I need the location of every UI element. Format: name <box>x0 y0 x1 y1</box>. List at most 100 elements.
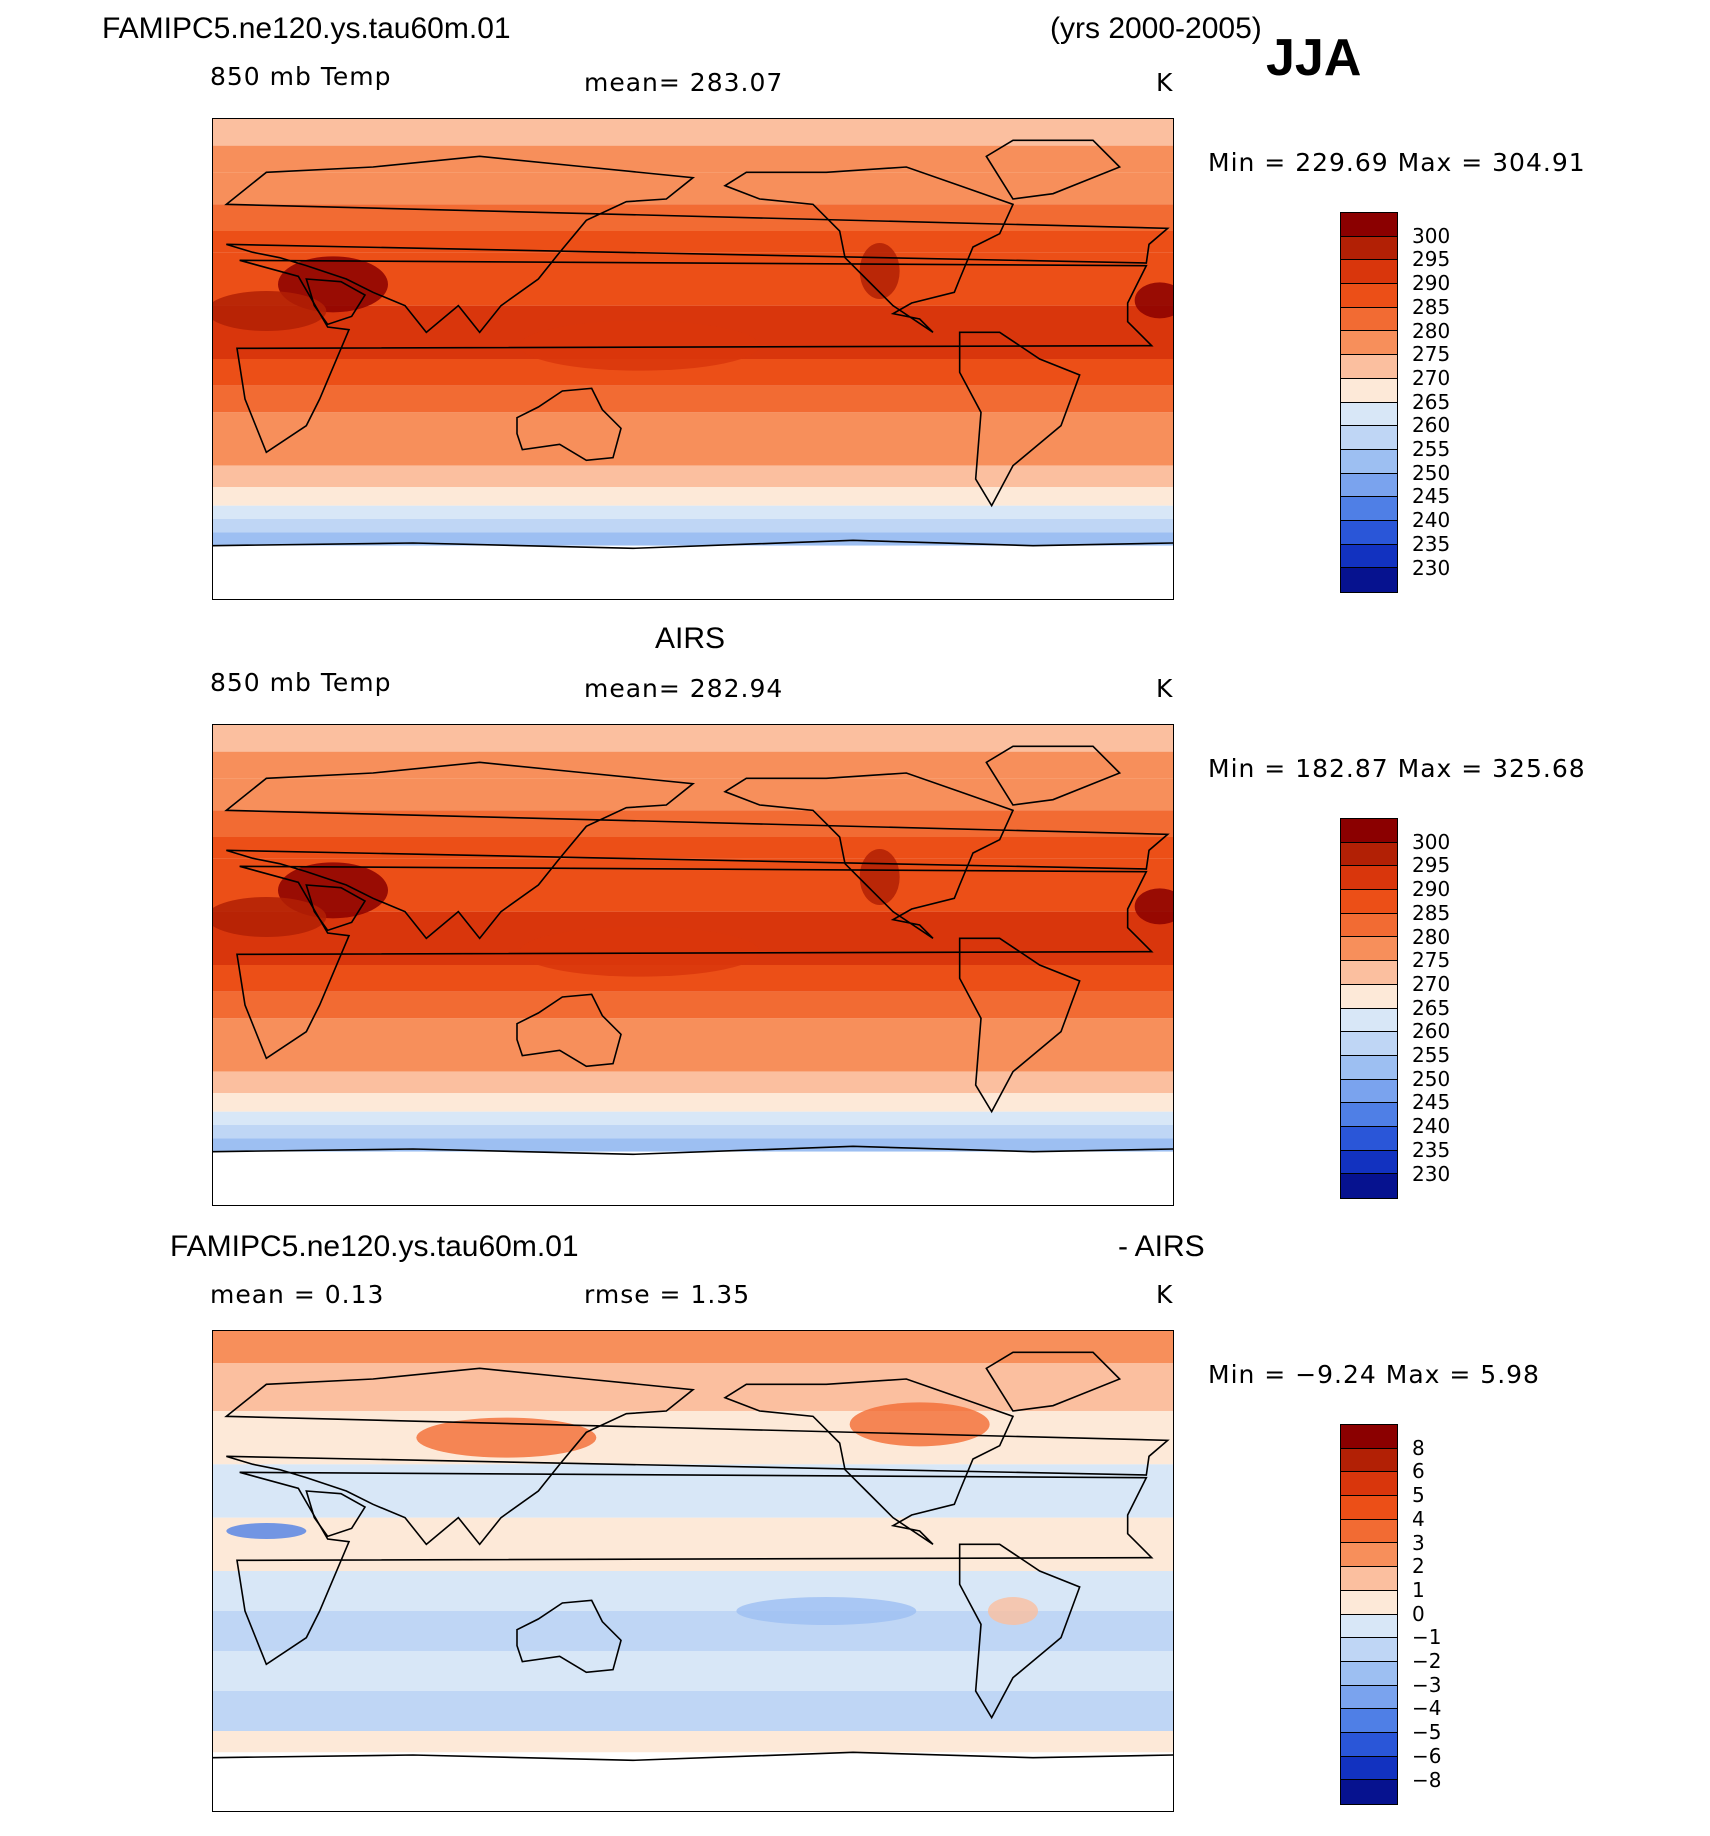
colorbar-swatch <box>1341 1780 1397 1804</box>
colorbar-tick-label: 3 <box>1412 1530 1425 1555</box>
anomaly-blob <box>519 320 760 371</box>
colorbar-swatch <box>1341 568 1397 592</box>
colorbar-tick-label: 245 <box>1412 1090 1451 1115</box>
latitude-band <box>213 487 1173 506</box>
colorbar-tick-label: 275 <box>1412 342 1451 367</box>
panel1-mean: mean= 283.07 <box>584 68 784 97</box>
coastline <box>985 1351 1122 1412</box>
latitude-band <box>213 519 1173 533</box>
latitude-band <box>213 1045 1173 1072</box>
colorbar-tick-label: 300 <box>1412 223 1451 248</box>
colorbar-swatch <box>1341 1472 1397 1497</box>
colorbar-tick-label: 270 <box>1412 971 1451 996</box>
colorbar-swatch <box>1341 866 1397 891</box>
coastline <box>723 772 1015 939</box>
panel1-minmax: Min = 229.69 Max = 304.91 <box>1208 148 1586 177</box>
anomaly-blob <box>1134 282 1173 319</box>
anomaly-blob <box>859 849 900 905</box>
latitude-band <box>213 465 1173 487</box>
coastline <box>958 331 1081 508</box>
coastline <box>224 1367 1170 1546</box>
latitude-band <box>213 1517 1173 1571</box>
latitude-band <box>213 751 1173 779</box>
latitude-band <box>213 119 1173 146</box>
colorbar-swatch <box>1341 1126 1397 1151</box>
colorbar-swatch <box>1341 1496 1397 1520</box>
colorbar-tick-label: 240 <box>1412 508 1451 533</box>
coastline <box>305 278 367 326</box>
coastline <box>236 259 1154 454</box>
coastline <box>305 1490 367 1538</box>
colorbar-swatch <box>1341 449 1397 474</box>
colorbar-tick-label: −1 <box>1412 1625 1442 1650</box>
coastline <box>723 166 1015 333</box>
colorbar-swatch <box>1341 961 1397 985</box>
anomaly-blob <box>736 1597 917 1625</box>
colorbar-tick-label: 295 <box>1412 853 1451 878</box>
colorbar-tick-label: 230 <box>1412 1161 1451 1186</box>
colorbar-tick-label: 265 <box>1412 389 1451 414</box>
airs-temperature-map <box>213 725 1173 1205</box>
latitude-band <box>213 991 1173 1019</box>
anomaly-blob <box>859 243 900 299</box>
coastline <box>985 139 1122 200</box>
colorbar-airs <box>1340 818 1398 1199</box>
colorbar-tick-label: 290 <box>1412 877 1451 902</box>
colorbar-swatch <box>1341 1448 1397 1473</box>
colorbar-tick-label: 5 <box>1412 1483 1425 1508</box>
latitude-band <box>213 385 1173 413</box>
colorbar-tick-label: 285 <box>1412 900 1451 925</box>
latitude-band <box>213 1651 1173 1691</box>
colorbar-swatch <box>1341 520 1397 545</box>
latitude-band <box>213 1331 1173 1363</box>
colorbar-swatch <box>1341 236 1397 261</box>
colorbar-swatch <box>1341 1638 1397 1662</box>
colorbar-swatch <box>1341 984 1397 1009</box>
colorbar-swatch <box>1341 1590 1397 1615</box>
coastline <box>224 761 1170 940</box>
latitude-band <box>213 1071 1173 1093</box>
antarctica-coastline <box>213 1751 1173 1762</box>
panel2-units: K <box>1156 674 1174 703</box>
coastline <box>958 937 1081 1114</box>
coastline <box>723 1378 1015 1545</box>
colorbar-tick-label: 260 <box>1412 1019 1451 1044</box>
colorbar-swatch <box>1341 1425 1397 1449</box>
anomaly-blob <box>226 1523 307 1539</box>
colorbar-swatch <box>1341 1519 1397 1544</box>
latitude-band <box>213 1691 1173 1731</box>
colorbar-swatch <box>1341 284 1397 308</box>
anomaly-blob <box>213 897 327 937</box>
coastline <box>305 884 367 932</box>
colorbar-tick-label: 260 <box>1412 413 1451 438</box>
antarctica-coastline <box>213 539 1173 550</box>
panel1-units: K <box>1156 68 1174 97</box>
colorbar-swatch <box>1341 1150 1397 1175</box>
colorbar-swatch <box>1341 1055 1397 1080</box>
colorbar-swatch <box>1341 1685 1397 1710</box>
map-panel-model <box>212 118 1174 600</box>
coastline <box>516 1599 622 1674</box>
colorbar-tick-label: 230 <box>1412 555 1451 580</box>
panel2-variable: 850 mb Temp <box>210 668 392 697</box>
colorbar-swatch <box>1341 1008 1397 1033</box>
colorbar-tick-label: 235 <box>1412 531 1451 556</box>
colorbar-tick-label: 300 <box>1412 829 1451 854</box>
coastline <box>224 155 1170 334</box>
colorbar-swatch <box>1341 1079 1397 1104</box>
colorbar-swatch <box>1341 890 1397 914</box>
colorbar-swatch <box>1341 544 1397 569</box>
latitude-band <box>213 1151 1173 1205</box>
latitude-band <box>213 439 1173 466</box>
panel1-variable: 850 mb Temp <box>210 62 392 91</box>
colorbar-tick-label: 0 <box>1412 1601 1425 1626</box>
latitude-band <box>213 1111 1173 1125</box>
years-label: (yrs 2000-2005) <box>1050 12 1262 45</box>
latitude-band <box>213 1018 1173 1045</box>
colorbar-swatch <box>1341 819 1397 843</box>
colorbar-tick-label: 240 <box>1412 1114 1451 1139</box>
colorbar-swatch <box>1341 331 1397 356</box>
colorbar-tick-label: 265 <box>1412 995 1451 1020</box>
colorbar-tick-label: 295 <box>1412 247 1451 272</box>
colorbar-tick-label: 290 <box>1412 271 1451 296</box>
